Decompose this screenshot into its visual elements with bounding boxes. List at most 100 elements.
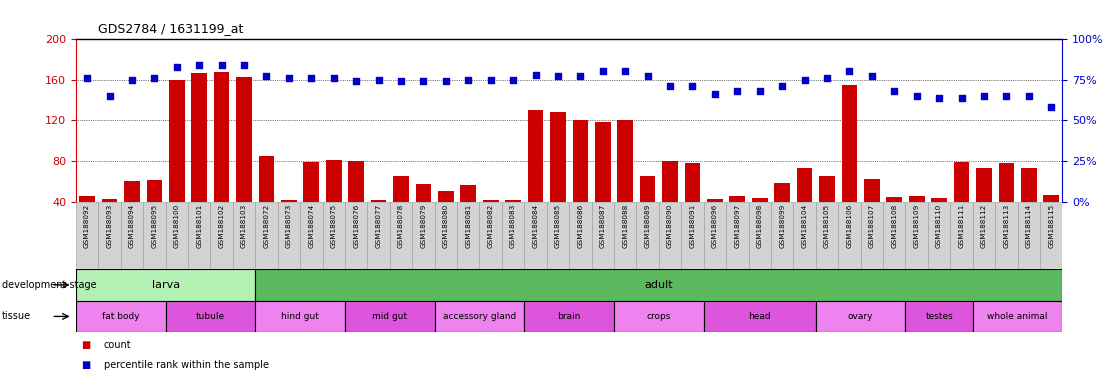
Bar (326, 160, 341, 243)
Text: GSM188076: GSM188076 (353, 204, 359, 248)
Text: head: head (749, 312, 771, 321)
Text: GSM188082: GSM188082 (488, 204, 493, 248)
Text: GSM188088: GSM188088 (623, 204, 628, 248)
Point (930, 94, 947, 101)
Point (998, 93, 1016, 99)
Point (796, 76, 814, 83)
Bar (525, 301, 614, 332)
Bar (819, 177, 835, 243)
Point (436, 78, 455, 84)
Point (863, 73, 881, 79)
Bar (393, 177, 408, 243)
Text: GSM188103: GSM188103 (241, 204, 247, 248)
Point (907, 93, 925, 99)
Bar (573, 121, 588, 243)
Point (527, 71, 545, 78)
Bar (76, 269, 256, 301)
Point (325, 75, 343, 81)
Point (706, 91, 724, 98)
Point (661, 83, 679, 89)
Text: fat body: fat body (102, 312, 140, 321)
Point (100, 93, 118, 99)
Bar (323, 202, 345, 269)
Bar (749, 202, 771, 269)
Text: mid gut: mid gut (373, 312, 407, 321)
Bar (121, 202, 143, 269)
Point (885, 88, 903, 94)
Bar (415, 184, 431, 243)
Text: GSM188077: GSM188077 (376, 204, 382, 248)
Text: GSM188109: GSM188109 (914, 204, 920, 248)
Text: larva: larva (152, 280, 180, 290)
Text: GSM188083: GSM188083 (510, 204, 516, 248)
Bar (76, 202, 98, 269)
Bar (931, 198, 947, 243)
Bar (547, 202, 569, 269)
Text: hind gut: hind gut (281, 312, 319, 321)
Bar (256, 301, 345, 332)
Bar (816, 202, 838, 269)
Point (1020, 93, 1038, 99)
Bar (595, 122, 610, 243)
Text: GSM188086: GSM188086 (577, 204, 584, 248)
Point (167, 63, 185, 70)
Text: GSM188115: GSM188115 (1048, 204, 1055, 248)
Bar (345, 301, 434, 332)
Bar (951, 202, 973, 269)
Bar (191, 73, 208, 243)
Text: GSM188093: GSM188093 (106, 204, 113, 248)
Point (302, 75, 320, 81)
Bar (1021, 168, 1037, 243)
Bar (281, 200, 297, 243)
Bar (704, 202, 727, 269)
Bar (995, 202, 1018, 269)
Bar (437, 191, 454, 243)
Bar (730, 196, 745, 243)
Text: count: count (104, 339, 132, 349)
Text: GSM188106: GSM188106 (846, 204, 853, 248)
Point (280, 75, 298, 81)
Point (571, 73, 589, 79)
Bar (434, 301, 525, 332)
Bar (461, 185, 477, 243)
Point (347, 78, 365, 84)
Point (213, 62, 231, 68)
Text: GSM188090: GSM188090 (667, 204, 673, 248)
Point (190, 62, 208, 68)
Bar (614, 202, 636, 269)
Bar (233, 202, 256, 269)
Text: GSM188098: GSM188098 (757, 204, 762, 248)
Bar (639, 177, 655, 243)
Point (616, 68, 634, 74)
Text: GSM188094: GSM188094 (129, 204, 135, 248)
Bar (927, 202, 951, 269)
Text: GSM188075: GSM188075 (330, 204, 337, 248)
Text: GSM188095: GSM188095 (152, 204, 157, 248)
Point (751, 88, 769, 94)
Bar (999, 163, 1014, 243)
Text: GSM188087: GSM188087 (599, 204, 606, 248)
Bar (300, 202, 323, 269)
Bar (864, 179, 879, 243)
Bar (591, 202, 614, 269)
Point (773, 83, 791, 89)
Bar (841, 85, 857, 243)
Bar (367, 202, 389, 269)
Bar (214, 73, 230, 243)
Bar (771, 202, 793, 269)
Point (975, 93, 993, 99)
Bar (1040, 202, 1062, 269)
Bar (684, 163, 701, 243)
Text: GSM188081: GSM188081 (465, 204, 471, 248)
Bar (528, 110, 543, 243)
Bar (636, 202, 658, 269)
Text: GSM188113: GSM188113 (1003, 204, 1009, 248)
Text: GSM188092: GSM188092 (84, 204, 90, 248)
Text: tissue: tissue (2, 311, 31, 321)
Bar (480, 202, 502, 269)
Point (235, 62, 253, 68)
Bar (752, 198, 768, 243)
Point (683, 83, 701, 89)
Bar (838, 202, 860, 269)
Bar (348, 161, 364, 243)
